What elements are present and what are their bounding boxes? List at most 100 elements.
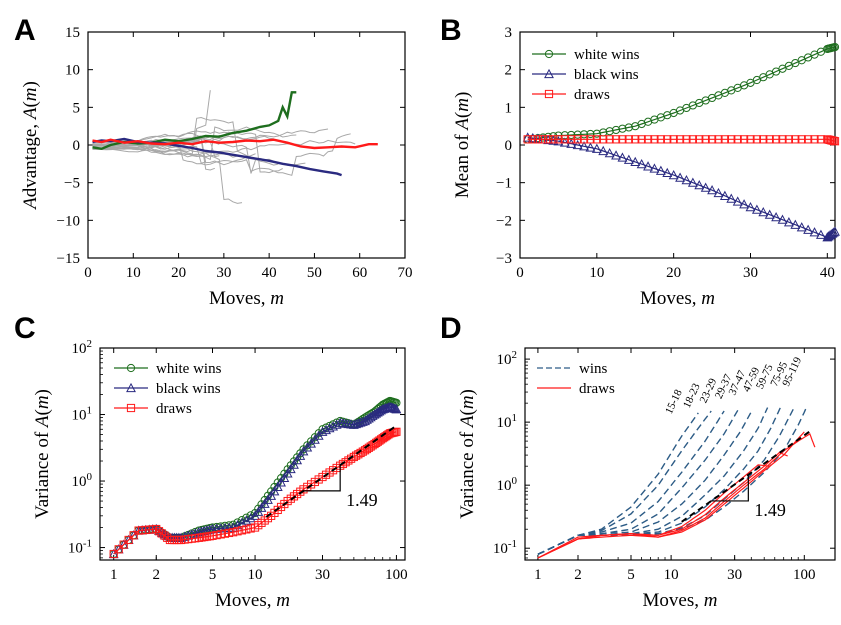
data-point-triangle [196, 526, 207, 536]
data-point-square [160, 531, 169, 540]
data-point-triangle [815, 229, 826, 239]
data-point-triangle [292, 454, 303, 465]
y-tick-label: 101 [72, 405, 93, 424]
panel-b-chart: 0 10 20 30 40 −3 −2 −1 0 1 2 3 Moves, m Mean of A(m) w… [452, 25, 840, 309]
draws-curve [537, 431, 805, 559]
data-point-triangle [553, 136, 564, 146]
data-point-triangle [276, 477, 286, 487]
legend-label: black wins [156, 381, 221, 397]
data-point-square [157, 529, 166, 538]
legend-label: draws [579, 381, 615, 397]
data-point-triangle [566, 138, 577, 148]
data-point-square [656, 135, 665, 144]
x-tick-label: 100 [385, 567, 408, 583]
highlight-trajectory-3 [92, 138, 378, 150]
series-line-circle [527, 46, 836, 140]
y-tick-label: 10-1 [493, 538, 517, 557]
data-point-circle [611, 125, 621, 135]
legend-marker [544, 89, 554, 99]
data-point-square [771, 135, 781, 144]
draws-curve [537, 433, 816, 559]
data-point-triangle [579, 141, 589, 151]
data-point-square [533, 135, 543, 144]
data-point-circle [624, 123, 633, 132]
data-point-square [791, 135, 800, 144]
y-tick-label: 102 [72, 338, 93, 357]
y-axis-label: Mean of A(m) [452, 92, 473, 199]
data-point-square [242, 525, 251, 534]
data-point-square [804, 135, 813, 144]
data-point-square [739, 135, 749, 144]
data-point-triangle [826, 229, 837, 239]
data-point-circle [579, 130, 589, 139]
legend-label: draws [574, 87, 610, 103]
y-tick-label: 10 [65, 63, 80, 79]
panel-label-c: C [14, 312, 36, 345]
data-point-triangle [655, 165, 666, 175]
x-tick-label: 10 [664, 567, 679, 583]
data-point-triangle [241, 515, 252, 525]
background-trajectory [92, 147, 243, 204]
data-point-square [746, 135, 755, 144]
x-tick-label: 40 [820, 265, 835, 281]
x-tick-label: 20 [171, 265, 186, 281]
data-point-square [707, 135, 717, 144]
data-point-triangle [317, 426, 328, 436]
wins-curve [537, 407, 769, 555]
y-tick-label: 100 [72, 471, 93, 490]
data-point-square [109, 549, 118, 559]
y-tick-label: 15 [65, 25, 80, 41]
data-point-triangle [331, 419, 342, 429]
data-point-square [554, 135, 563, 144]
data-point-triangle [764, 209, 775, 219]
data-point-triangle [285, 463, 296, 474]
data-point-circle [586, 129, 595, 139]
data-point-triangle [585, 142, 596, 152]
y-tick-label: 10-1 [68, 538, 92, 557]
data-point-triangle [751, 204, 762, 214]
data-point-triangle [726, 193, 737, 203]
x-tick-label: 2 [153, 567, 161, 583]
data-point-triangle [559, 137, 570, 147]
data-point-square [224, 528, 234, 538]
data-point-square [119, 540, 128, 549]
data-point-square [752, 135, 761, 144]
data-point-square [549, 135, 558, 144]
wins-curve [537, 410, 725, 555]
data-point-triangle [532, 133, 543, 143]
data-point-square [759, 135, 768, 144]
wins-curve [537, 408, 754, 555]
data-point-circle [605, 127, 614, 136]
data-point-triangle [527, 132, 538, 143]
y-tick-label: 101 [497, 412, 518, 431]
data-point-triangle [617, 152, 628, 162]
data-point-triangle [328, 421, 339, 431]
legend-label: white wins [156, 361, 222, 377]
y-tick-label: 100 [497, 475, 518, 494]
data-point-square [765, 135, 774, 144]
data-point-triangle [269, 486, 280, 496]
data-point-triangle [771, 212, 782, 222]
data-point-square [682, 135, 691, 144]
data-point-triangle [719, 190, 730, 200]
data-point-triangle [548, 135, 559, 145]
data-point-triangle [623, 154, 634, 164]
x-tick-label: 10 [248, 567, 263, 583]
draws-curve [537, 464, 770, 559]
slope-label: 1.49 [346, 490, 378, 510]
y-tick-label: −2 [496, 213, 512, 229]
data-point-square [208, 531, 217, 540]
data-point-triangle [777, 214, 788, 224]
x-tick-label: 70 [398, 265, 413, 281]
x-tick-label: 5 [627, 567, 635, 583]
y-tick-label: −15 [57, 251, 80, 267]
data-point-triangle [783, 217, 794, 227]
data-point-square [220, 529, 229, 538]
data-point-square [797, 135, 806, 144]
data-point-triangle [675, 172, 685, 182]
data-point-triangle [630, 156, 641, 167]
x-tick-label: 0 [516, 265, 524, 281]
data-point-square [229, 528, 238, 537]
data-point-triangle [649, 163, 660, 173]
